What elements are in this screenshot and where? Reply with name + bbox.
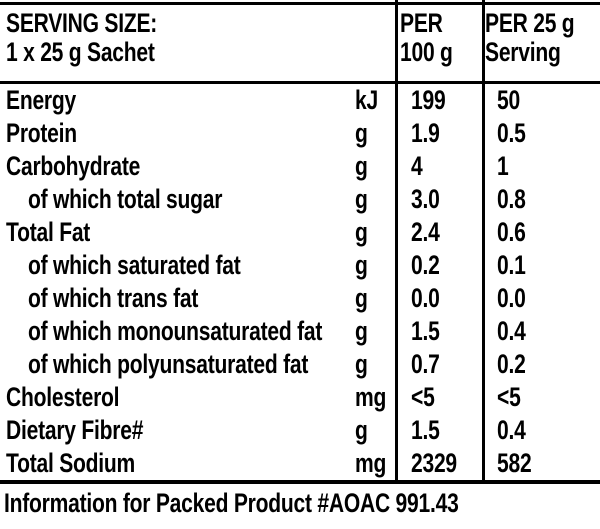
nutrient-unit: g	[355, 151, 368, 181]
nutrient-label: Dietary Fibre#	[6, 415, 144, 445]
per-25g-header-line1: PER 25 g	[485, 8, 575, 38]
value-per-25g: <5	[497, 382, 521, 412]
value-per-100g: 1.9	[411, 118, 440, 148]
per-100g-header-line1: PER	[399, 8, 443, 38]
nutrient-label: Energy	[6, 85, 76, 115]
value-per-100g: 2329	[411, 448, 457, 478]
nutrient-label: of which saturated fat	[28, 250, 241, 280]
table-row-total-fat: Total Fat g 2.4 0.6	[0, 216, 600, 249]
value-per-25g: 0.1	[497, 250, 526, 280]
column-divider-per100g	[395, 0, 398, 480]
value-per-25g: 0.4	[497, 415, 526, 445]
table-row-cholesterol: Cholesterol mg <5 <5	[0, 381, 600, 414]
table-footnote: Information for Packed Product #AOAC 991…	[4, 488, 587, 518]
value-per-25g: 0.5	[497, 118, 526, 148]
value-per-100g: 0.0	[411, 283, 440, 313]
table-row-energy: Energy kJ 199 50	[0, 84, 600, 117]
nutrient-label: Protein	[6, 118, 77, 148]
per-25g-header-line2: Serving	[485, 37, 561, 67]
top-rule	[0, 2, 600, 5]
value-per-25g: 0.6	[497, 217, 526, 247]
nutrient-unit: g	[355, 283, 368, 313]
nutrient-rows: Energy kJ 199 50 Protein g 1.9 0.5 Carbo…	[0, 84, 600, 480]
table-header: SERVING SIZE: 1 x 25 g Sachet PER 100 g …	[0, 9, 600, 67]
bottom-rule	[0, 480, 600, 484]
per-25g-column-header: PER 25 g Serving	[470, 9, 600, 67]
nutrient-unit: g	[355, 217, 368, 247]
table-row-carbohydrate: Carbohydrate g 4 1	[0, 150, 600, 183]
nutrient-unit: mg	[355, 382, 387, 412]
serving-size-header: SERVING SIZE: 1 x 25 g Sachet	[0, 9, 386, 67]
column-divider-per25g	[482, 0, 485, 480]
nutrient-unit: g	[355, 118, 368, 148]
value-per-100g: <5	[411, 382, 435, 412]
value-per-25g: 0.0	[497, 283, 526, 313]
value-per-100g: 199	[411, 85, 446, 115]
value-per-25g: 0.2	[497, 349, 526, 379]
footnote-text: Information for Packed Product #AOAC 991…	[4, 488, 459, 518]
value-per-25g: 50	[497, 85, 520, 115]
table-row-trans-fat: of which trans fat g 0.0 0.0	[0, 282, 600, 315]
value-per-100g: 2.4	[411, 217, 440, 247]
value-per-25g: 0.8	[497, 184, 526, 214]
serving-size-value: 1 x 25 g Sachet	[6, 37, 155, 67]
table-row-total-sugar: of which total sugar g 3.0 0.8	[0, 183, 600, 216]
nutrient-label: of which trans fat	[28, 283, 199, 313]
nutrient-label: Carbohydrate	[6, 151, 141, 181]
value-per-100g: 3.0	[411, 184, 440, 214]
header-rule	[0, 81, 600, 84]
per-100g-header-line2: 100 g	[399, 37, 453, 67]
table-row-saturated-fat: of which saturated fat g 0.2 0.1	[0, 249, 600, 282]
table-row-monounsaturated-fat: of which monounsaturated fat g 1.5 0.4	[0, 315, 600, 348]
table-row-polyunsaturated-fat: of which polyunsaturated fat g 0.7 0.2	[0, 348, 600, 381]
per-100g-column-header: PER 100 g	[386, 9, 471, 67]
value-per-25g: 582	[497, 448, 532, 478]
value-per-100g: 4	[411, 151, 423, 181]
nutrient-label: Total Fat	[6, 217, 91, 247]
nutrient-label: Total Sodium	[6, 448, 136, 478]
nutrient-unit: g	[355, 316, 368, 346]
value-per-100g: 1.5	[411, 415, 440, 445]
nutrient-unit: g	[355, 349, 368, 379]
table-row-dietary-fibre: Dietary Fibre# g 1.5 0.4	[0, 414, 600, 447]
table-row-total-sodium: Total Sodium mg 2329 582	[0, 447, 600, 480]
nutrient-label: of which monounsaturated fat	[28, 316, 323, 346]
nutrient-unit: g	[355, 250, 368, 280]
nutrient-unit: g	[355, 184, 368, 214]
serving-size-title: SERVING SIZE:	[6, 8, 158, 38]
nutrient-label: of which polyunsaturated fat	[28, 349, 309, 379]
nutrient-unit: kJ	[355, 85, 378, 115]
value-per-25g: 1	[497, 151, 509, 181]
value-per-100g: 1.5	[411, 316, 440, 346]
nutrient-unit: mg	[355, 448, 387, 478]
value-per-100g: 0.2	[411, 250, 440, 280]
nutrient-unit: g	[355, 415, 368, 445]
value-per-100g: 0.7	[411, 349, 440, 379]
nutrient-label: Cholesterol	[6, 382, 120, 412]
nutrient-label: of which total sugar	[28, 184, 223, 214]
table-row-protein: Protein g 1.9 0.5	[0, 117, 600, 150]
value-per-25g: 0.4	[497, 316, 526, 346]
